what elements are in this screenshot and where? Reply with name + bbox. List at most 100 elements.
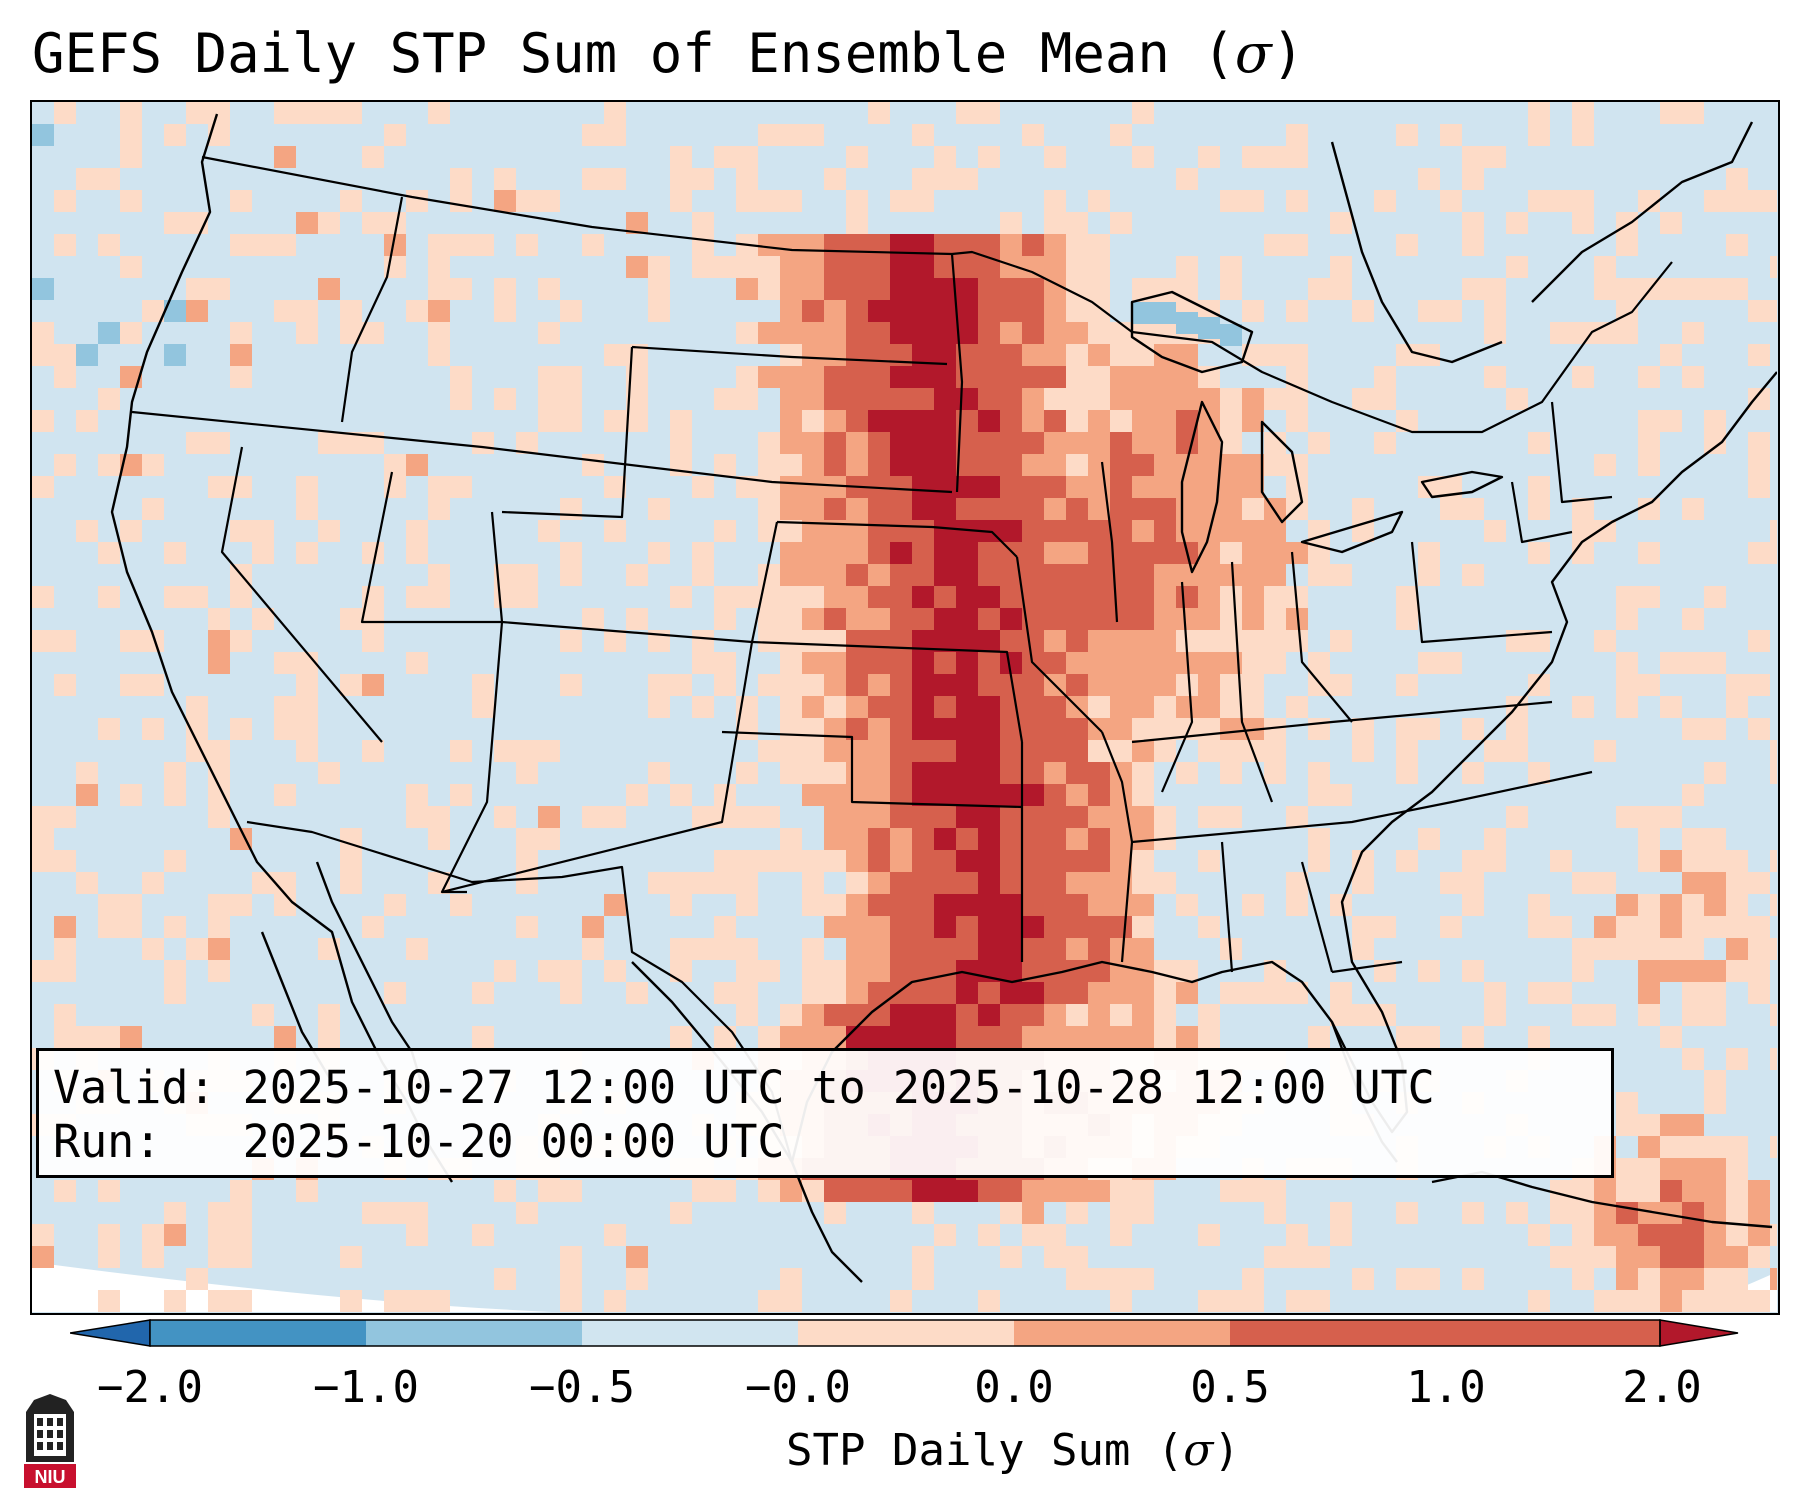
stp-cell <box>164 850 186 872</box>
stp-cell <box>758 806 780 828</box>
stp-cell <box>1682 850 1704 872</box>
stp-cell <box>978 982 1000 1004</box>
stp-cell <box>714 652 736 674</box>
stp-cell <box>1242 388 1264 410</box>
stp-cell <box>472 432 494 454</box>
stp-cell <box>956 168 978 190</box>
stp-cell <box>692 564 714 586</box>
stp-cell <box>1220 982 1242 1004</box>
stp-cell <box>934 674 956 696</box>
stp-cell <box>912 938 934 960</box>
stp-cell <box>406 806 428 828</box>
stp-cell <box>692 256 714 278</box>
stp-cell <box>890 234 912 256</box>
stp-cell <box>890 608 912 630</box>
stp-cell <box>1066 850 1088 872</box>
stp-cell <box>1308 278 1330 300</box>
stp-cell <box>934 542 956 564</box>
stp-cell <box>868 1180 890 1202</box>
stp-cell <box>934 652 956 674</box>
stp-cell <box>142 1224 164 1246</box>
stp-cell <box>1154 322 1176 344</box>
stp-cell <box>868 432 890 454</box>
stp-cell <box>934 960 956 982</box>
stp-cell <box>1022 1180 1044 1202</box>
stp-cell <box>1198 146 1220 168</box>
stp-cell <box>1594 454 1616 476</box>
stp-cell <box>1198 674 1220 696</box>
stp-cell <box>1462 960 1484 982</box>
stp-cell <box>846 696 868 718</box>
stp-cell <box>1176 366 1198 388</box>
stp-cell <box>1660 960 1682 982</box>
stp-cell <box>956 630 978 652</box>
stp-cell <box>120 256 142 278</box>
colorbar-tick-8: 2.0 <box>1622 1362 1702 1413</box>
stp-cell <box>582 806 604 828</box>
stp-cell <box>1594 872 1616 894</box>
stp-cell <box>142 1246 164 1268</box>
stp-cell <box>1264 586 1286 608</box>
colorbar-tick-2: −1.0 <box>313 1362 419 1413</box>
stp-cell <box>846 630 868 652</box>
stp-cell <box>1660 652 1682 674</box>
stp-cell <box>516 762 538 784</box>
stp-cell <box>692 168 714 190</box>
stp-cell <box>494 278 516 300</box>
stp-cell <box>1022 630 1044 652</box>
stp-cell <box>978 1290 1000 1312</box>
stp-cell <box>494 1180 516 1202</box>
stp-cell <box>846 542 868 564</box>
stp-cell <box>120 146 142 168</box>
stp-cell <box>1022 498 1044 520</box>
stp-cell <box>1110 476 1132 498</box>
stp-cell <box>98 234 120 256</box>
stp-cell <box>1682 872 1704 894</box>
stp-cell <box>912 674 934 696</box>
stp-cell <box>604 960 626 982</box>
stp-cell <box>648 696 670 718</box>
stp-cell <box>912 344 934 366</box>
stp-cell <box>868 718 890 740</box>
stp-cell <box>1110 630 1132 652</box>
colorbar-tick-7: 1.0 <box>1406 1362 1486 1413</box>
stp-cell <box>54 454 76 476</box>
stp-cell <box>868 696 890 718</box>
stp-cell <box>274 894 296 916</box>
stp-cell <box>1286 982 1308 1004</box>
stp-cell <box>1132 432 1154 454</box>
stp-cell <box>1308 1026 1330 1048</box>
stp-cell <box>934 410 956 432</box>
stp-cell <box>956 256 978 278</box>
stp-cell <box>868 762 890 784</box>
stp-cell <box>1198 718 1220 740</box>
stp-cell <box>384 212 406 234</box>
stp-cell <box>1110 1268 1132 1290</box>
stp-cell <box>934 608 956 630</box>
stp-cell <box>1000 938 1022 960</box>
stp-cell <box>1748 1246 1770 1268</box>
stp-cell <box>758 608 780 630</box>
stp-cell <box>164 586 186 608</box>
stp-cell <box>956 762 978 784</box>
stp-cell <box>802 608 824 630</box>
stp-cell <box>758 1290 780 1312</box>
stp-cell <box>648 498 670 520</box>
stp-cell <box>98 1246 120 1268</box>
stp-cell <box>32 630 54 652</box>
stp-cell <box>868 520 890 542</box>
stp-cell <box>824 960 846 982</box>
stp-cell <box>1264 520 1286 542</box>
stp-cell <box>1022 938 1044 960</box>
stp-cell <box>1198 317 1220 339</box>
stp-cell <box>1748 1202 1770 1224</box>
stp-cell <box>450 278 472 300</box>
stp-cell <box>978 278 1000 300</box>
stp-cell <box>1132 344 1154 366</box>
stp-cell <box>1088 454 1110 476</box>
stp-cell <box>120 124 142 146</box>
stp-cell <box>98 542 120 564</box>
stp-cell <box>824 718 846 740</box>
stp-cell <box>1418 1268 1440 1290</box>
stp-cell <box>934 586 956 608</box>
